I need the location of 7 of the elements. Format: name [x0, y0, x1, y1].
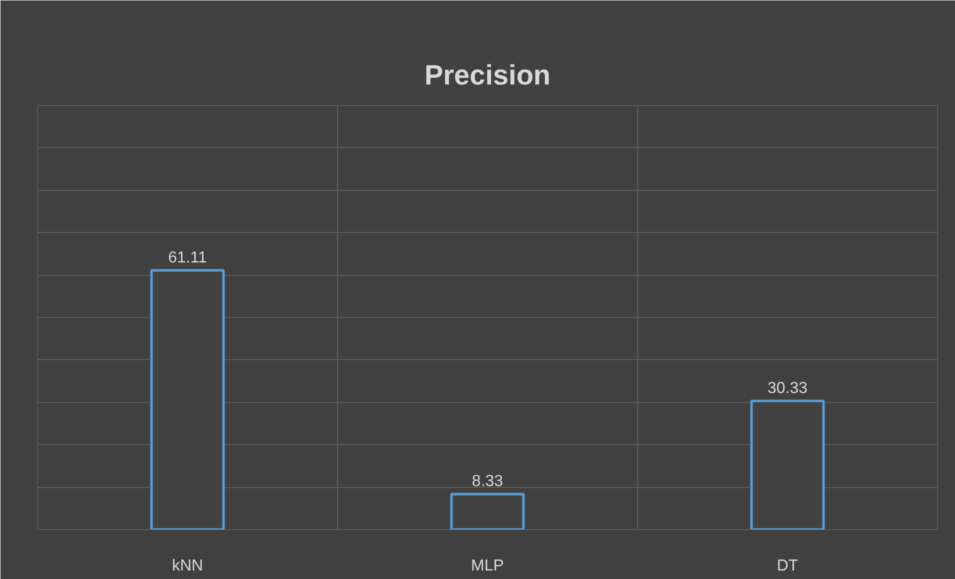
x-tick-label: MLP	[471, 558, 504, 574]
data-label: 30.33	[767, 380, 808, 397]
x-tick-label: DT	[776, 558, 798, 574]
x-tick-label: kNN	[172, 558, 204, 574]
data-label: 8.33	[472, 473, 504, 490]
data-label: 61.11	[168, 249, 208, 266]
chart-title: Precision	[424, 60, 551, 90]
